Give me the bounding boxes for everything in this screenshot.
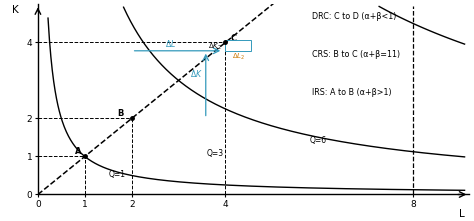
Text: $\Delta L$: $\Delta L$	[164, 38, 175, 49]
Text: $\Delta L_2$: $\Delta L_2$	[232, 51, 246, 62]
Text: B: B	[118, 109, 124, 118]
Text: DRC: C to D (α+β<1): DRC: C to D (α+β<1)	[312, 12, 396, 21]
Text: Q=6: Q=6	[310, 136, 327, 145]
Text: K: K	[12, 5, 19, 15]
Text: A: A	[74, 147, 81, 156]
Text: IRS: A to B (α+β>1): IRS: A to B (α+β>1)	[312, 88, 392, 97]
Text: C: C	[230, 34, 236, 42]
Text: $\Delta K$: $\Delta K$	[190, 68, 203, 79]
Text: L: L	[459, 209, 465, 219]
Text: CRS: B to C (α+β=11): CRS: B to C (α+β=11)	[312, 50, 400, 59]
Text: Q=3: Q=3	[207, 149, 224, 158]
Text: Q=1: Q=1	[108, 170, 125, 179]
Text: $\Delta K_2$: $\Delta K_2$	[208, 42, 222, 52]
Bar	[226, 40, 251, 51]
